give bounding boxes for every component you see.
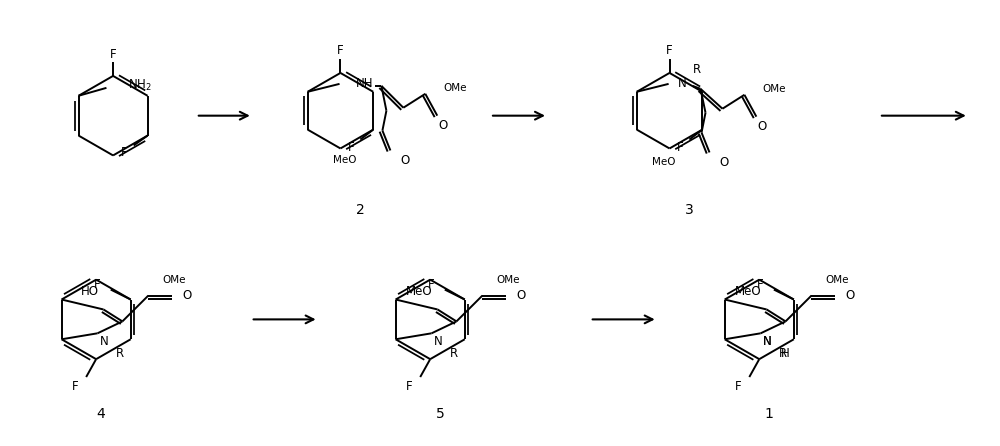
Text: HO: HO <box>80 285 98 298</box>
Text: MeO: MeO <box>333 155 356 165</box>
Text: O: O <box>182 289 191 302</box>
Text: F: F <box>121 146 128 159</box>
Text: MeO: MeO <box>652 157 676 167</box>
Text: MeO: MeO <box>406 285 433 298</box>
Text: F: F <box>757 278 764 291</box>
Text: OMe: OMe <box>162 275 186 285</box>
Text: R: R <box>449 347 458 359</box>
Text: F: F <box>110 48 116 61</box>
Text: F: F <box>406 380 412 393</box>
Text: O: O <box>758 120 767 133</box>
Text: OMe: OMe <box>496 275 520 285</box>
Text: O: O <box>719 156 729 169</box>
Text: N: N <box>763 335 771 348</box>
Text: O: O <box>439 119 448 132</box>
Text: F: F <box>337 44 344 57</box>
Text: OMe: OMe <box>762 84 786 94</box>
Text: OMe: OMe <box>443 83 467 93</box>
Text: MeO: MeO <box>735 285 762 298</box>
Text: N: N <box>99 335 108 348</box>
Text: R: R <box>692 63 701 76</box>
Text: NH: NH <box>355 77 373 91</box>
Text: 1: 1 <box>765 407 774 421</box>
Text: F: F <box>94 278 101 291</box>
Text: O: O <box>516 289 526 302</box>
Text: H: H <box>781 347 789 359</box>
Text: OMe: OMe <box>825 275 849 285</box>
Text: N: N <box>434 335 442 348</box>
Text: F: F <box>72 380 78 393</box>
Text: 5: 5 <box>436 407 445 421</box>
Text: 3: 3 <box>685 203 694 217</box>
Text: N: N <box>678 77 687 91</box>
Text: NH$_2$: NH$_2$ <box>128 78 152 93</box>
Text: O: O <box>400 154 410 167</box>
Text: F: F <box>428 278 435 291</box>
Text: N: N <box>763 335 771 348</box>
Text: 4: 4 <box>97 407 105 421</box>
Text: 2: 2 <box>356 203 365 217</box>
Text: O: O <box>845 289 855 302</box>
Text: F: F <box>735 380 741 393</box>
Text: F: F <box>677 141 684 154</box>
Text: F: F <box>348 141 355 154</box>
Text: R: R <box>115 347 124 359</box>
Text: F: F <box>666 44 673 57</box>
Text: R: R <box>779 347 787 359</box>
